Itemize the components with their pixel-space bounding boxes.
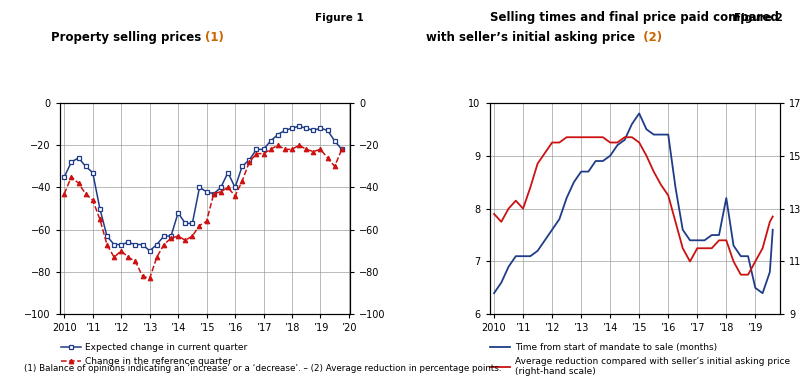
Legend: Expected change in current quarter, Change in the reference quarter: Expected change in current quarter, Chan…: [57, 340, 251, 370]
Text: Figure 1: Figure 1: [315, 13, 364, 23]
Legend: Time from start of mandate to sale (months), Average reduction compared with sel: Time from start of mandate to sale (mont…: [486, 340, 794, 380]
Text: Selling times and final price paid compared: Selling times and final price paid compa…: [490, 11, 779, 24]
Text: Property selling prices: Property selling prices: [50, 31, 205, 44]
Text: (1): (1): [205, 31, 224, 44]
Text: (2): (2): [635, 31, 662, 44]
Text: with seller’s initial asking price: with seller’s initial asking price: [426, 31, 635, 44]
Text: (1) Balance of opinions indicating an ‘increase’ or a ‘decrease’. – (2) Average : (1) Balance of opinions indicating an ‘i…: [24, 364, 502, 373]
Text: Figure 2: Figure 2: [734, 13, 782, 23]
